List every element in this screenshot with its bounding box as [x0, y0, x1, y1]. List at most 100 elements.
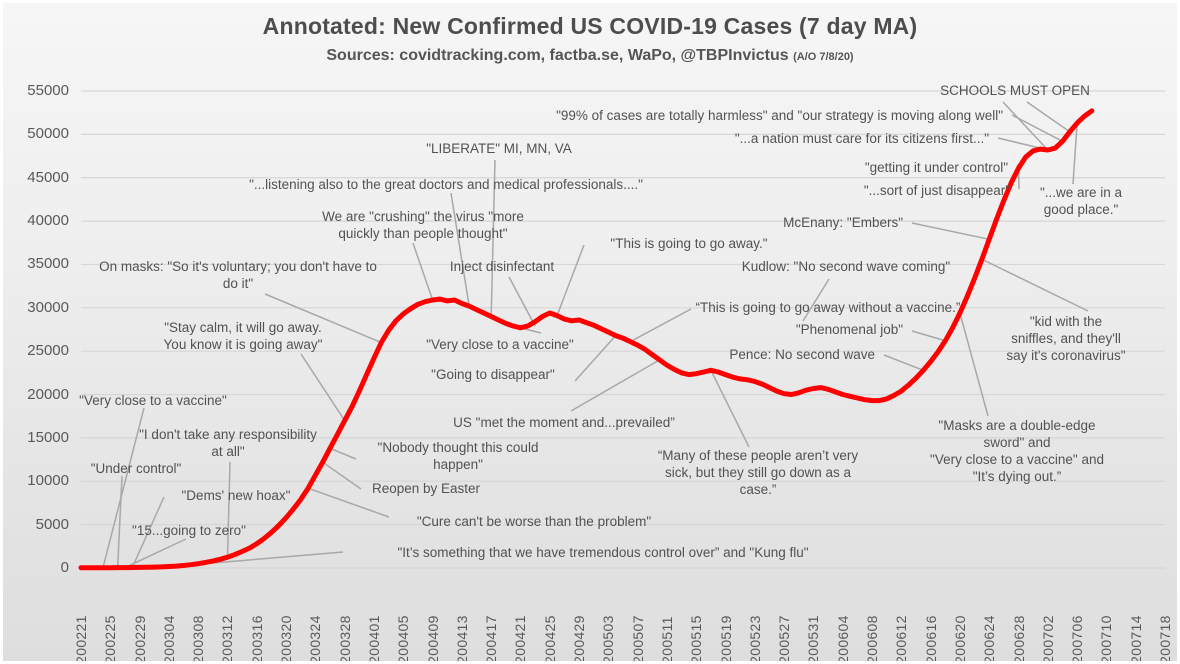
x-tick-label: 20200702 — [1039, 615, 1056, 664]
x-tick-label: 20200531 — [805, 615, 822, 664]
annotation-very-close-vaccine-2: "Very close to a vaccine" — [426, 337, 574, 352]
leader-line — [556, 244, 585, 316]
x-tick-label: 20200718 — [1157, 615, 1173, 664]
annotation-phenomenal-job: "Phenomenal job" — [795, 322, 903, 337]
leader-line — [1072, 123, 1078, 185]
annotation-mcenany-embers: McEnany: "Embers" — [783, 215, 903, 230]
leader-line — [490, 159, 496, 317]
x-tick-label: 20200527 — [776, 615, 793, 664]
leader-line — [116, 475, 123, 568]
x-tick-label: 20200511 — [658, 616, 675, 664]
leader-line — [981, 258, 1089, 312]
annotation-nation-citizens-first: "...a nation must care for its citizens … — [734, 131, 989, 146]
annotation-we-are-in-a-good-place: "...we are in a good place." — [1039, 185, 1123, 217]
leader-line — [802, 278, 830, 322]
annotation-sort-of-just-disappear: "...sort of just disappear" — [863, 183, 1010, 198]
leader-line — [1011, 114, 1063, 142]
x-tick-label: 20200405 — [395, 615, 412, 664]
leader-line — [102, 407, 145, 568]
leader-line — [508, 276, 536, 327]
x-tick-label: 20200417 — [483, 615, 500, 664]
annotation-99-percent-harmless: "99% of cases are totally harmless" and … — [556, 108, 1003, 123]
y-tick-label: 25000 — [27, 342, 69, 360]
x-tick-label: 20200620 — [951, 615, 968, 664]
chart-subtitle: Sources: covidtracking.com, factba.se, W… — [3, 47, 1177, 65]
x-tick-label: 20200304 — [160, 615, 177, 664]
x-tick-label: 20200316 — [248, 615, 265, 664]
leader-line — [450, 192, 470, 307]
x-tick-label: 20200714 — [1127, 615, 1144, 664]
annotation-on-masks-voluntary: On masks: "So it's voluntary; you don't … — [99, 259, 377, 291]
x-tick-label: 20200503 — [600, 615, 617, 664]
y-tick-label: 35000 — [27, 255, 69, 273]
x-tick-label: 20200523 — [746, 615, 763, 664]
x-tick-label: 20200628 — [1010, 615, 1027, 664]
y-tick-label: 55000 — [27, 82, 69, 99]
x-tick-label: 20200413 — [453, 615, 470, 664]
leader-line — [124, 538, 187, 569]
annotation-getting-under-control: "getting it under control" — [864, 160, 1008, 175]
leader-line — [412, 242, 434, 301]
y-tick-label: 5000 — [35, 515, 69, 533]
leader-line — [883, 354, 924, 371]
leader-line — [131, 496, 165, 568]
leader-line — [1026, 101, 1071, 133]
x-tick-label: 20200421 — [512, 615, 529, 664]
sources-text: Sources: covidtracking.com, factba.se, W… — [326, 47, 789, 64]
leader-line — [264, 293, 382, 344]
y-tick-label: 45000 — [27, 168, 69, 186]
x-tick-label: 20200221 — [73, 615, 89, 664]
x-tick-label: 20200612 — [893, 615, 910, 664]
x-tick-label: 20200429 — [571, 615, 588, 664]
y-tick-label: 0 — [60, 559, 69, 576]
annotation-dems-new-hoax: "Dems' new hoax" — [181, 488, 291, 503]
x-tick-label: 20200710 — [1098, 615, 1115, 664]
leader-line — [959, 312, 989, 417]
leader-line — [629, 308, 692, 343]
x-tick-label: 20200616 — [922, 615, 939, 664]
x-tick-label: 20200608 — [864, 615, 881, 664]
y-tick-label: 20000 — [27, 385, 69, 403]
leader-line — [574, 335, 617, 382]
x-tick-label: 20200425 — [541, 615, 558, 664]
x-tick-label: 20200225 — [102, 615, 119, 664]
x-tick-label: 20200324 — [307, 615, 324, 664]
plot-area — [78, 90, 1165, 571]
x-tick-label: 20200308 — [190, 615, 207, 664]
annotation-kudlow-no-second-wave: Kudlow: "No second wave coming" — [741, 259, 951, 274]
annotation-masks-double-edge: "Masks are a double-edge sword" and "Ver… — [930, 418, 1104, 484]
as-of-note: (A/O 7/8/20) — [793, 51, 854, 63]
leader-line — [570, 359, 660, 412]
annotation-liberate-states: "LIBERATE" MI, MN, VA — [426, 141, 572, 156]
y-tick-label: 10000 — [27, 472, 69, 490]
x-tick-label: 20200409 — [424, 615, 441, 664]
leader-line — [205, 551, 344, 565]
y-tick-label: 50000 — [27, 125, 69, 143]
leader-line — [307, 487, 390, 518]
annotation-inject-disinfectant: Inject disinfectant — [449, 259, 555, 274]
annotation-crushing-the-virus: We are "crushing" the virus "more quickl… — [322, 209, 524, 241]
leader-line — [911, 222, 990, 241]
annotation-very-close-vaccine-1: "Very close to a vaccine" — [79, 393, 227, 408]
annotation-reopen-by-easter: Reopen by Easter — [371, 481, 481, 496]
annotation-no-responsibility: "I don't take any responsibility at all" — [139, 427, 317, 459]
chart-title: Annotated: New Confirmed US COVID-19 Cas… — [262, 13, 918, 39]
leader-line — [226, 461, 231, 559]
x-tick-label: 20200604 — [834, 615, 851, 664]
annotation-going-to-disappear: "Going to disappear" — [431, 367, 555, 382]
annotation-many-of-these-people: “Many of these people aren’t very sick, … — [657, 448, 859, 497]
x-tick-label: 20200328 — [336, 615, 353, 664]
x-tick-label: 20200507 — [629, 615, 646, 664]
x-tick-label: 20200401 — [365, 615, 382, 664]
annotation-met-the-moment: US "met the moment and...prevailed” — [453, 415, 675, 430]
x-tick-label: 20200519 — [717, 615, 734, 664]
leader-line — [911, 330, 946, 342]
x-tick-label: 20200320 — [278, 615, 295, 664]
leader-line — [329, 447, 357, 460]
annotation-tremendous-control: "It’s something that we have tremendous … — [397, 545, 809, 560]
annotation-under-control: "Under control" — [90, 461, 182, 476]
covid-cases-curve — [78, 108, 1095, 571]
x-tick-label: 20200515 — [688, 615, 705, 664]
annotation-go-away-without-vaccine: “This is going to go away without a vacc… — [695, 300, 961, 315]
